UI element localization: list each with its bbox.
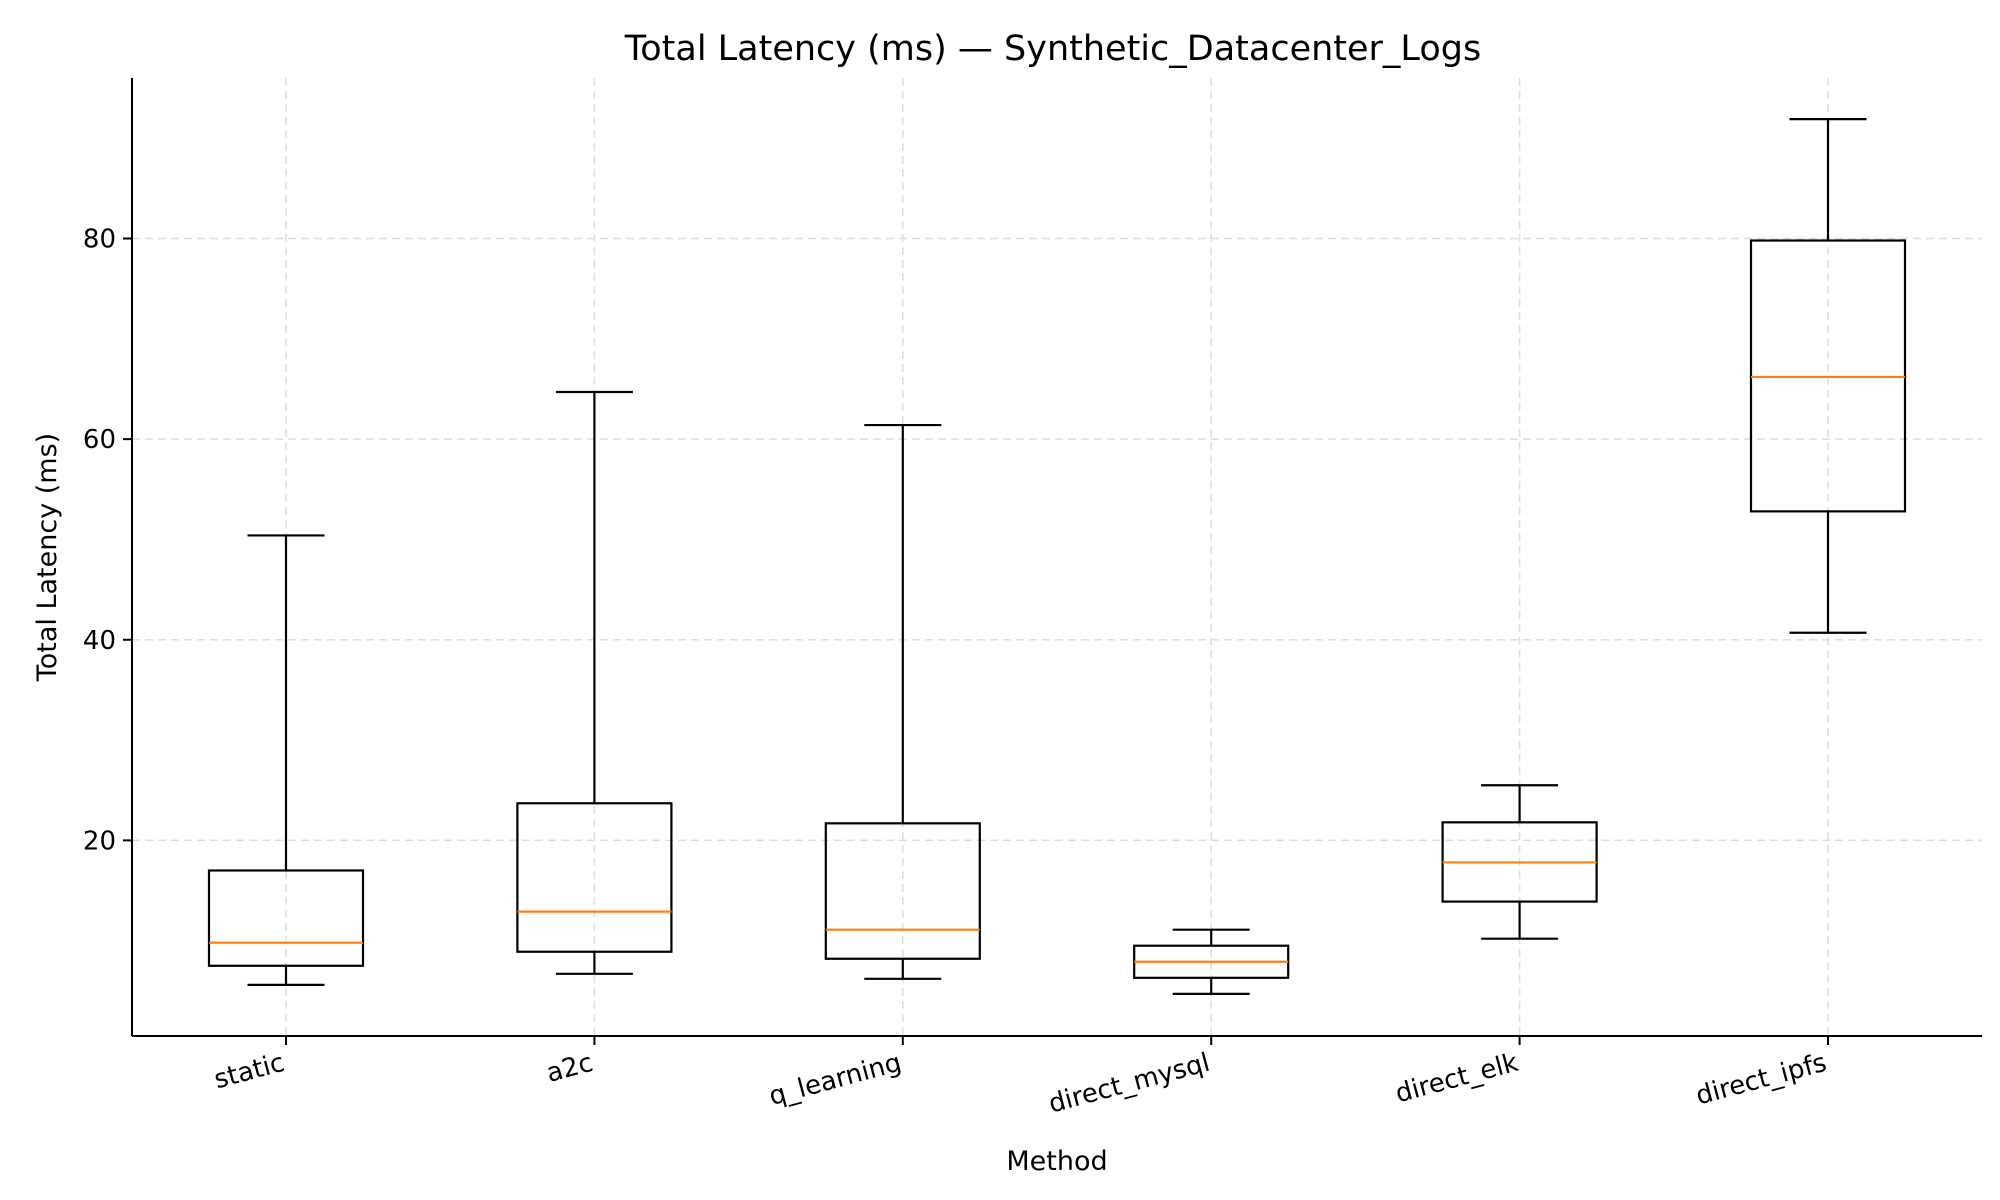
x-tick-label: static [211, 1048, 288, 1095]
box-static [207, 534, 365, 986]
y-tick-label: 60 [83, 425, 116, 455]
y-axis-label: Total Latency (ms) [32, 433, 63, 682]
x-axis-label: Method [1006, 1146, 1107, 1177]
box-layer [207, 118, 1907, 995]
x-tick-label: q_learning [766, 1048, 905, 1112]
chart-title: Total Latency (ms) — Synthetic_Datacente… [624, 29, 1481, 69]
box-q_learning [824, 423, 981, 980]
iqr-box [516, 802, 673, 953]
box-direct_ipfs [1749, 118, 1907, 634]
iqr-box [824, 822, 981, 960]
y-tick-label: 40 [83, 626, 116, 656]
iqr-box [207, 869, 365, 967]
x-tick-label: a2c [543, 1048, 596, 1089]
tick-layer: 20 40 60 80 static a2c q_learning direct_mysql d… [83, 225, 1830, 1120]
box-a2c [516, 390, 673, 975]
box-direct_elk [1441, 784, 1598, 940]
box-direct_mysql [1133, 928, 1290, 995]
x-tick-label: direct_elk [1392, 1048, 1521, 1109]
grid-layer [132, 78, 1982, 1036]
x-tick-label: direct_ipfs [1693, 1048, 1830, 1112]
y-tick-label: 80 [83, 225, 116, 255]
y-tick-label: 20 [83, 826, 116, 856]
x-tick-label: direct_mysql [1046, 1048, 1213, 1120]
